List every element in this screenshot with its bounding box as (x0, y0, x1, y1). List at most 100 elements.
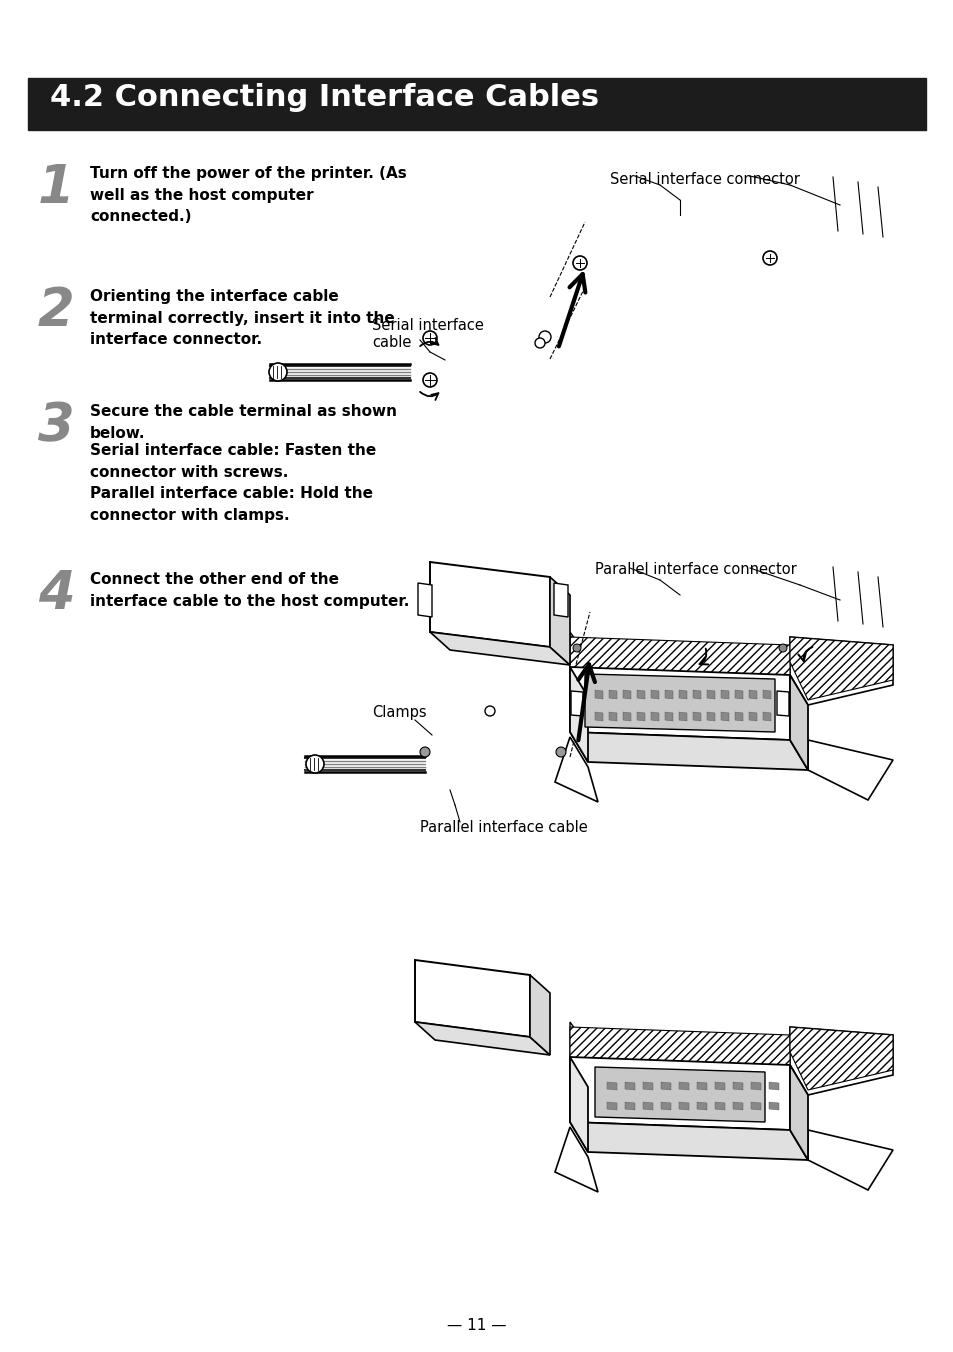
Text: Clamps: Clamps (372, 704, 426, 721)
Text: Connect the other end of the
interface cable to the host computer.: Connect the other end of the interface c… (90, 572, 409, 608)
Polygon shape (720, 690, 728, 699)
Polygon shape (569, 631, 587, 698)
Polygon shape (650, 713, 659, 721)
Polygon shape (569, 1122, 807, 1160)
Polygon shape (807, 740, 892, 800)
Polygon shape (697, 1102, 706, 1110)
Polygon shape (569, 1028, 789, 1069)
Circle shape (538, 331, 551, 343)
Polygon shape (768, 1102, 779, 1110)
Circle shape (269, 362, 287, 381)
Polygon shape (679, 1082, 688, 1090)
Polygon shape (734, 713, 742, 721)
Text: 4: 4 (38, 568, 74, 621)
Polygon shape (417, 583, 432, 617)
Circle shape (762, 251, 776, 265)
Text: Serial interface cable: Fasten the
connector with screws.
Parallel interface cab: Serial interface cable: Fasten the conne… (90, 443, 375, 523)
Polygon shape (679, 690, 686, 699)
Circle shape (419, 748, 430, 757)
Polygon shape (622, 690, 630, 699)
Polygon shape (569, 667, 789, 740)
Polygon shape (762, 690, 770, 699)
Text: 3: 3 (38, 400, 74, 452)
Polygon shape (584, 675, 774, 731)
Polygon shape (430, 631, 569, 665)
Polygon shape (622, 713, 630, 721)
Polygon shape (569, 1022, 587, 1087)
Polygon shape (789, 637, 892, 704)
Polygon shape (748, 713, 757, 721)
Polygon shape (807, 1130, 892, 1190)
Polygon shape (660, 1102, 670, 1110)
Circle shape (556, 748, 565, 757)
Circle shape (573, 644, 580, 652)
Polygon shape (569, 667, 587, 763)
Bar (28, 78, 925, 130)
Polygon shape (624, 1082, 635, 1090)
Circle shape (779, 644, 786, 652)
Polygon shape (762, 713, 770, 721)
Polygon shape (748, 690, 757, 699)
Text: Turn off the power of the printer. (As
well as the host computer
connected.): Turn off the power of the printer. (As w… (90, 166, 406, 224)
Polygon shape (789, 637, 892, 700)
Polygon shape (550, 577, 569, 665)
Text: Serial interface connector: Serial interface connector (609, 172, 799, 187)
Circle shape (573, 256, 586, 270)
Text: 4.2 Connecting Interface Cables: 4.2 Connecting Interface Cables (50, 84, 598, 112)
Polygon shape (606, 1102, 617, 1110)
Text: Parallel interface connector: Parallel interface connector (595, 562, 796, 577)
Circle shape (484, 706, 495, 717)
Polygon shape (554, 583, 567, 617)
Polygon shape (692, 690, 700, 699)
Polygon shape (555, 737, 598, 802)
Polygon shape (706, 713, 714, 721)
Circle shape (306, 754, 324, 773)
Polygon shape (714, 1082, 724, 1090)
Polygon shape (720, 713, 728, 721)
Polygon shape (415, 1022, 550, 1055)
Text: 1: 1 (38, 162, 74, 214)
Polygon shape (530, 975, 550, 1055)
Polygon shape (637, 690, 644, 699)
Polygon shape (595, 690, 602, 699)
Text: — 11 —: — 11 — (447, 1317, 506, 1333)
Polygon shape (415, 960, 530, 1037)
Polygon shape (750, 1082, 760, 1090)
Polygon shape (789, 1065, 807, 1160)
Polygon shape (569, 731, 807, 771)
Text: Orienting the interface cable
terminal correctly, insert it into the
interface c: Orienting the interface cable terminal c… (90, 289, 395, 347)
Polygon shape (637, 713, 644, 721)
Polygon shape (734, 690, 742, 699)
Circle shape (422, 373, 436, 387)
Polygon shape (608, 713, 617, 721)
Circle shape (535, 338, 544, 347)
Polygon shape (732, 1102, 742, 1110)
Polygon shape (706, 690, 714, 699)
Text: Secure the cable terminal as shown
below.: Secure the cable terminal as shown below… (90, 404, 396, 441)
Polygon shape (430, 562, 550, 648)
Circle shape (422, 331, 436, 345)
Polygon shape (697, 1082, 706, 1090)
Text: Serial interface
cable: Serial interface cable (372, 318, 483, 350)
Polygon shape (776, 691, 788, 717)
Polygon shape (569, 1057, 789, 1130)
Text: 2: 2 (38, 285, 74, 337)
Polygon shape (714, 1102, 724, 1110)
Polygon shape (768, 1082, 779, 1090)
Text: Parallel interface cable: Parallel interface cable (419, 821, 587, 836)
Polygon shape (789, 675, 807, 771)
Polygon shape (692, 713, 700, 721)
Polygon shape (750, 1102, 760, 1110)
Polygon shape (679, 713, 686, 721)
Polygon shape (664, 690, 672, 699)
Polygon shape (571, 691, 582, 717)
Polygon shape (555, 1128, 598, 1192)
Polygon shape (679, 1102, 688, 1110)
Polygon shape (624, 1102, 635, 1110)
Polygon shape (732, 1082, 742, 1090)
Polygon shape (595, 1067, 764, 1122)
Polygon shape (595, 713, 602, 721)
Polygon shape (664, 713, 672, 721)
Polygon shape (569, 637, 789, 680)
Polygon shape (660, 1082, 670, 1090)
